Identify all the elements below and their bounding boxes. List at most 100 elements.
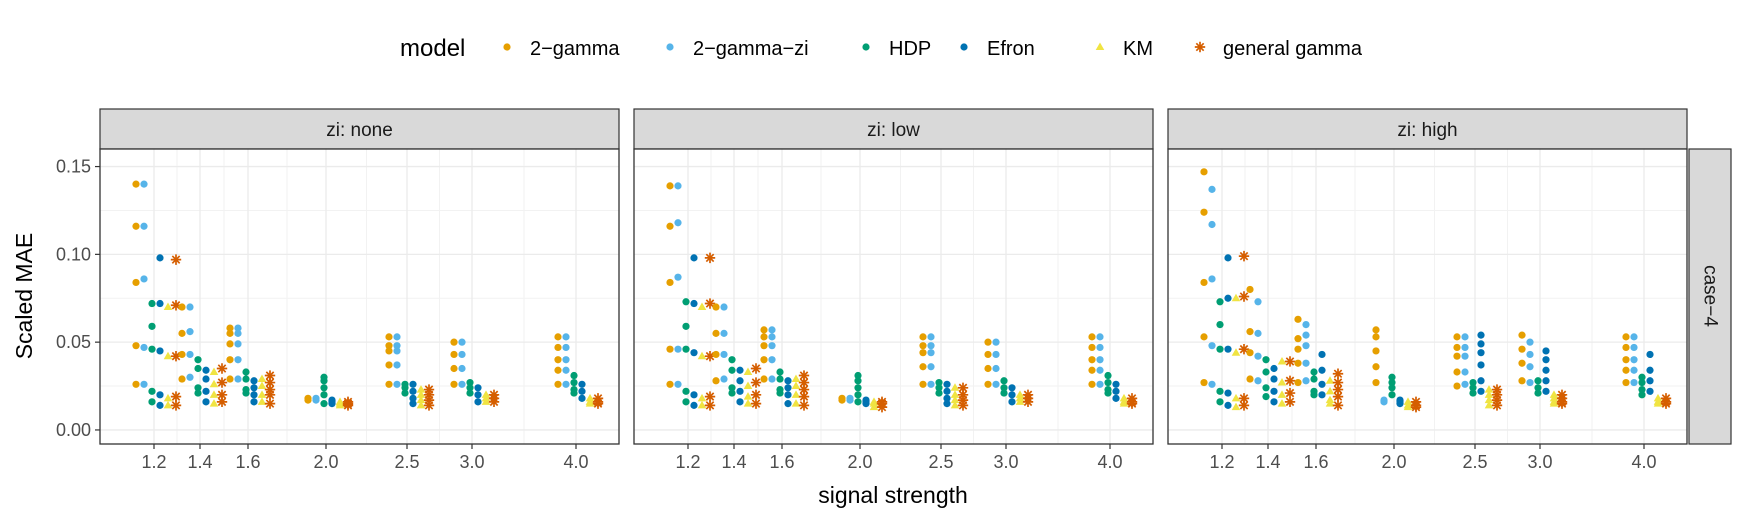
data-point [1372, 326, 1380, 334]
data-point [1477, 361, 1485, 369]
data-point [876, 401, 888, 413]
legend-entry: 2−gamma−zi [666, 38, 809, 60]
data-point [750, 389, 762, 401]
legend-key [666, 43, 674, 51]
x-tick-label: 1.6 [769, 452, 794, 472]
panel-strip [99, 108, 620, 150]
data-point [712, 350, 720, 359]
data-point [1469, 389, 1477, 397]
data-point [320, 391, 328, 399]
data-point [720, 350, 728, 359]
x-tick-label: 2.5 [928, 452, 953, 472]
data-point [666, 278, 674, 287]
data-point [798, 384, 810, 395]
data-point [943, 400, 951, 408]
data-point [1096, 343, 1104, 352]
panel: zi: high 1.2 1.4 1.6 2.0 2.5 3.0 4.0 [1167, 108, 1688, 472]
data-point [919, 342, 927, 350]
data-point [1310, 391, 1318, 399]
data-point [1542, 377, 1550, 385]
data-point [1096, 380, 1104, 388]
data-point [423, 394, 435, 406]
data-point [1388, 378, 1396, 387]
data-point [1542, 366, 1550, 374]
data-point [592, 398, 604, 409]
data-point [1325, 386, 1335, 395]
data-point [1126, 398, 1138, 409]
data-point [1270, 375, 1278, 383]
data-point [1453, 343, 1461, 352]
data-point [1380, 398, 1388, 406]
data-point [728, 389, 736, 397]
data-point [401, 384, 409, 392]
data-point [690, 401, 698, 409]
legend-title: model [400, 35, 465, 62]
data-point [163, 400, 173, 409]
data-point [1208, 220, 1216, 229]
data-point [1096, 356, 1104, 364]
x-tick-label: 3.0 [1527, 452, 1552, 472]
data-point [798, 370, 810, 381]
data-point [1015, 397, 1025, 405]
data-point [1491, 394, 1503, 406]
data-point [450, 350, 458, 359]
y-tick-label: 0.10 [56, 244, 91, 264]
data-point [1518, 359, 1526, 367]
data-point [1270, 364, 1278, 373]
data-point [1461, 333, 1469, 341]
data-point [1630, 343, 1638, 352]
data-point [1410, 401, 1422, 413]
data-point [1318, 350, 1326, 359]
data-point [791, 374, 801, 383]
data-point [1262, 356, 1270, 364]
data-point [1453, 382, 1461, 390]
data-point [697, 393, 707, 402]
data-point [984, 364, 992, 373]
data-point [1518, 377, 1526, 385]
data-point [250, 377, 258, 385]
data-point [170, 391, 182, 402]
data-point [935, 378, 943, 387]
data-point [1388, 373, 1396, 381]
data-point [704, 391, 716, 402]
legend-label: general gamma [1223, 38, 1363, 60]
data-point [194, 364, 202, 373]
data-point [927, 333, 935, 341]
data-point [385, 361, 393, 369]
data-point [1096, 333, 1104, 341]
data-point [957, 382, 969, 394]
data-point [148, 322, 156, 330]
data-point [1388, 391, 1396, 399]
data-point [1302, 359, 1310, 367]
data-point [209, 390, 219, 398]
legend-entry: KM [1095, 38, 1153, 60]
data-point [226, 340, 234, 348]
data-point [450, 380, 458, 388]
x-tick-label: 1.2 [675, 452, 700, 472]
data-point [209, 379, 219, 388]
data-point [140, 180, 148, 188]
data-point [1000, 377, 1008, 385]
data-point [862, 400, 870, 408]
data-point [186, 373, 194, 381]
data-point [1262, 392, 1270, 401]
data-point [562, 366, 570, 374]
data-point [1216, 398, 1224, 406]
data-point [264, 370, 276, 381]
data-point [209, 399, 219, 407]
data-point [1646, 387, 1654, 395]
data-point [209, 367, 219, 376]
data-point [216, 377, 228, 388]
data-point [927, 380, 935, 388]
data-point [682, 298, 690, 306]
data-point [1372, 363, 1380, 371]
data-point [242, 368, 250, 376]
data-point [423, 389, 435, 401]
data-point [1104, 389, 1112, 397]
data-point [1200, 278, 1208, 287]
y-tick-label: 0.15 [56, 157, 91, 177]
data-point [854, 384, 862, 392]
x-tick-label: 1.4 [1255, 452, 1280, 472]
data-point [1088, 333, 1096, 341]
data-point [401, 389, 409, 397]
